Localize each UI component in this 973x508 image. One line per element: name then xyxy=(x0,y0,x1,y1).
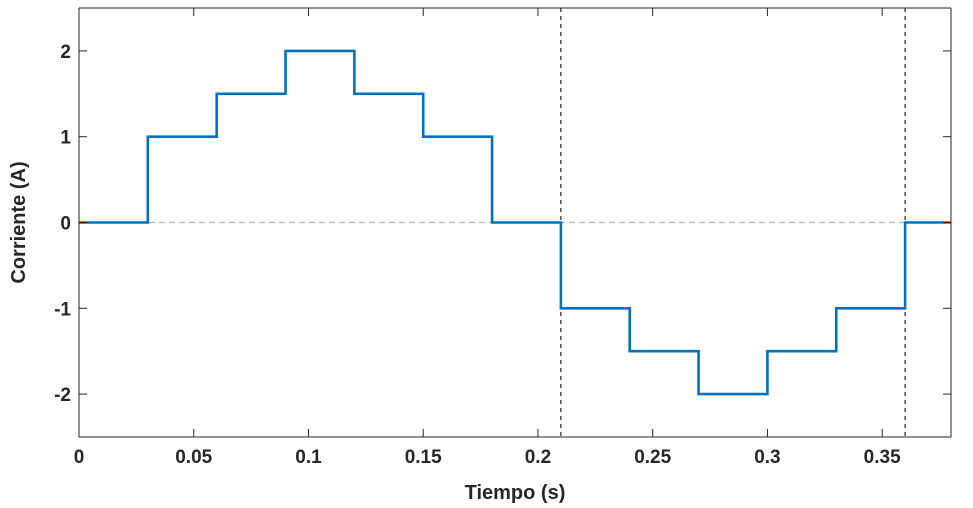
x-tick-label: 0.15 xyxy=(405,447,442,468)
x-tick-label: 0.35 xyxy=(864,447,901,468)
y-tick-label: 0 xyxy=(60,214,71,235)
x-tick-label: 0.3 xyxy=(754,447,780,468)
x-tick-label: 0.05 xyxy=(175,447,212,468)
series-line-0 xyxy=(79,49,951,396)
x-axis-label: Tiempo (s) xyxy=(465,482,566,504)
x-tick-label: 0.1 xyxy=(295,447,322,468)
x-tick-label: 0.25 xyxy=(634,447,671,468)
x-tick-label: 0 xyxy=(74,447,85,468)
series-layer xyxy=(79,49,951,396)
y-axis-label: Corriente (A) xyxy=(8,161,30,283)
y-tick-label: 2 xyxy=(60,42,71,63)
x-tick-label: 0.2 xyxy=(525,447,551,468)
y-tick-label: -1 xyxy=(54,299,71,320)
axes: 0 0.05 0.1 0.15 0.2 0.25 0.3 0.35 -2 -1 0 1 2 xyxy=(54,7,952,468)
y-tick-label: 1 xyxy=(60,128,71,149)
y-tick-label: -2 xyxy=(54,385,71,406)
